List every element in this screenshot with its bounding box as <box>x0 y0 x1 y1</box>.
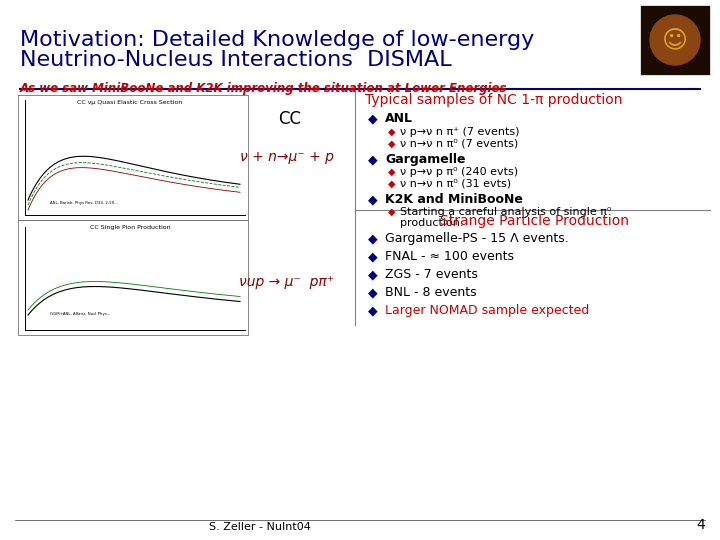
Text: CC νμ Quasi Elastic Cross Section: CC νμ Quasi Elastic Cross Section <box>77 100 183 105</box>
Text: 4: 4 <box>696 518 705 532</box>
Text: BNL - 8 events: BNL - 8 events <box>385 286 477 299</box>
Text: ◆: ◆ <box>388 167 395 177</box>
FancyBboxPatch shape <box>18 220 248 335</box>
Text: ν n→ν n π⁰ (31 evts): ν n→ν n π⁰ (31 evts) <box>400 179 511 189</box>
Text: production.: production. <box>400 218 464 228</box>
Text: ◆: ◆ <box>368 286 377 299</box>
Text: ν n→ν n π⁰ (7 events): ν n→ν n π⁰ (7 events) <box>400 139 518 149</box>
Text: ν p→ν p π⁰ (240 evts): ν p→ν p π⁰ (240 evts) <box>400 167 518 177</box>
Text: ZGS - 7 events: ZGS - 7 events <box>385 268 478 281</box>
Text: ◆: ◆ <box>368 153 377 166</box>
Text: Typical samples of NC 1-π production: Typical samples of NC 1-π production <box>365 93 623 107</box>
Text: ANL, Barish, Phys Rev, D33, 2-59...: ANL, Barish, Phys Rev, D33, 2-59... <box>50 201 118 205</box>
Text: GGM+ANL, Alfariz, Nucl Phys...: GGM+ANL, Alfariz, Nucl Phys... <box>50 312 110 316</box>
Circle shape <box>650 15 700 65</box>
Text: FNAL - ≈ 100 events: FNAL - ≈ 100 events <box>385 250 514 263</box>
Text: ◆: ◆ <box>368 193 377 206</box>
Text: ◆: ◆ <box>388 139 395 149</box>
Text: CC Single Pion Production: CC Single Pion Production <box>90 225 171 230</box>
Text: ◆: ◆ <box>368 268 377 281</box>
Text: ◆: ◆ <box>368 250 377 263</box>
Text: K2K and MiniBooNe: K2K and MiniBooNe <box>385 193 523 206</box>
Text: ◆: ◆ <box>388 127 395 137</box>
FancyBboxPatch shape <box>18 95 248 220</box>
Text: ν p→ν n π⁺ (7 events): ν p→ν n π⁺ (7 events) <box>400 127 520 137</box>
Text: Gargamelle: Gargamelle <box>385 153 466 166</box>
Text: ◆: ◆ <box>368 112 377 125</box>
Text: ☺: ☺ <box>662 28 688 52</box>
Text: ◆: ◆ <box>388 179 395 189</box>
Text: S. Zeller - NuInt04: S. Zeller - NuInt04 <box>209 522 311 532</box>
Text: ◆: ◆ <box>368 232 377 245</box>
Text: ν + n→μ⁻ + p: ν + n→μ⁻ + p <box>240 150 334 164</box>
Text: Strange Particle Production: Strange Particle Production <box>441 214 629 228</box>
Text: ANL: ANL <box>385 112 413 125</box>
Text: νup → μ⁻  pπ⁺: νup → μ⁻ pπ⁺ <box>240 275 335 289</box>
Text: Larger NOMAD sample expected: Larger NOMAD sample expected <box>385 304 589 317</box>
Text: ◆: ◆ <box>388 207 395 217</box>
FancyBboxPatch shape <box>640 5 710 75</box>
Text: ◆: ◆ <box>368 304 377 317</box>
Text: Gargamelle-PS - 15 Λ events.: Gargamelle-PS - 15 Λ events. <box>385 232 569 245</box>
Text: Motivation: Detailed Knowledge of low-energy: Motivation: Detailed Knowledge of low-en… <box>20 30 534 50</box>
Text: Starting a careful analysis of single π⁰: Starting a careful analysis of single π⁰ <box>400 207 611 217</box>
Text: Neutrino-Nucleus Interactions  DISMAL: Neutrino-Nucleus Interactions DISMAL <box>20 50 451 70</box>
Text: As we saw MiniBooNe and K2K improving the situation at Lower Energies: As we saw MiniBooNe and K2K improving th… <box>20 82 508 95</box>
Text: CC: CC <box>279 110 302 128</box>
